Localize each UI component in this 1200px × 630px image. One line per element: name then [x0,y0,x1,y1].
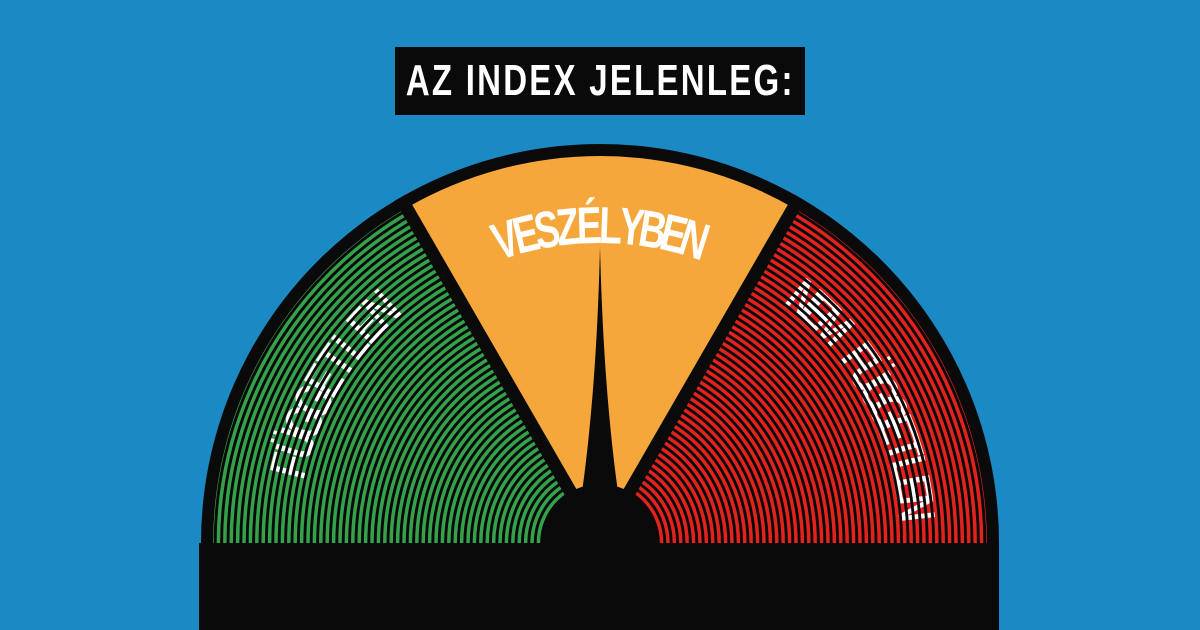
banner: AZ INDEX JELENLEG: [395,47,805,115]
banner-label: AZ INDEX JELENLEG: [405,56,795,105]
divider-left [394,194,606,547]
svg-text:Y: Y [617,196,648,257]
gauge-base [199,543,999,630]
needle [574,246,626,543]
svg-text:L: L [598,196,623,255]
svg-text:É: É [576,196,603,255]
divider-right [594,194,806,547]
